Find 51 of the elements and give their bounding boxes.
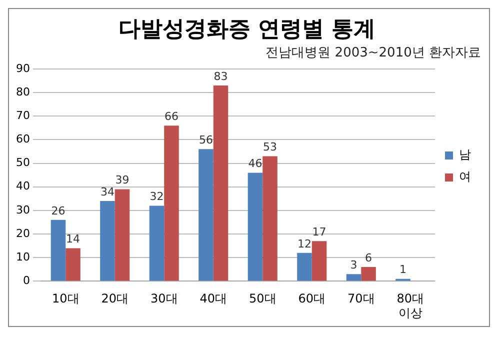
data-label: 14: [66, 232, 80, 246]
data-label: 32: [150, 190, 164, 204]
y-tick-label: 10: [16, 250, 30, 264]
chart-title: 다발성경화증 연령별 통계: [118, 16, 376, 42]
bar: [312, 241, 327, 281]
bar: [114, 189, 130, 281]
x-tick-label: 80대 이상: [396, 292, 424, 320]
data-label: 17: [312, 225, 326, 238]
x-tick-label: 10대: [52, 292, 80, 306]
bar: [149, 206, 164, 281]
data-label: 39: [115, 174, 130, 187]
x-tick-label: 50대: [248, 292, 276, 306]
bar: [361, 267, 376, 281]
data-label: 83: [214, 70, 228, 83]
x-tick-label: 70대: [347, 292, 375, 306]
data-label: 3: [350, 258, 358, 272]
bar: [198, 149, 214, 281]
bar: [297, 252, 312, 281]
chart-subtitle: 전남대병원 2003~2010년 환자자료: [266, 46, 481, 61]
x-tick-label: 40대: [200, 292, 228, 306]
bar: [262, 156, 278, 281]
y-tick-label: 20: [16, 226, 30, 240]
y-tick-label: 0: [22, 274, 30, 288]
y-tick-label: 80: [16, 85, 30, 98]
bar: [50, 220, 66, 281]
bar: [346, 274, 362, 281]
data-label: 53: [263, 140, 278, 154]
data-label: 26: [51, 204, 66, 218]
y-tick-label: 70: [16, 109, 30, 122]
y-tick-label: 90: [16, 62, 30, 75]
y-tick-label: 50: [16, 156, 30, 170]
y-tick-label: 40: [16, 180, 30, 193]
bar: [100, 201, 115, 281]
data-label: 34: [100, 185, 114, 198]
bar: [66, 248, 80, 281]
data-label: 46: [248, 157, 262, 170]
data-label: 66: [164, 110, 179, 123]
x-tick-label: 30대: [150, 292, 178, 306]
x-tick-label: 60대: [298, 292, 326, 306]
legend-label: 남: [459, 148, 471, 162]
data-label: 56: [198, 134, 213, 147]
y-tick-label: 60: [16, 132, 30, 146]
bar: [248, 172, 263, 281]
y-tick-label: 30: [16, 203, 30, 216]
x-tick-label: 20대: [101, 292, 129, 306]
bar: [164, 126, 179, 281]
bar: [213, 86, 228, 281]
legend-label: 여: [459, 170, 471, 184]
data-label: 12: [297, 237, 312, 250]
data-label: 6: [365, 251, 372, 264]
data-label: 1: [399, 263, 406, 276]
